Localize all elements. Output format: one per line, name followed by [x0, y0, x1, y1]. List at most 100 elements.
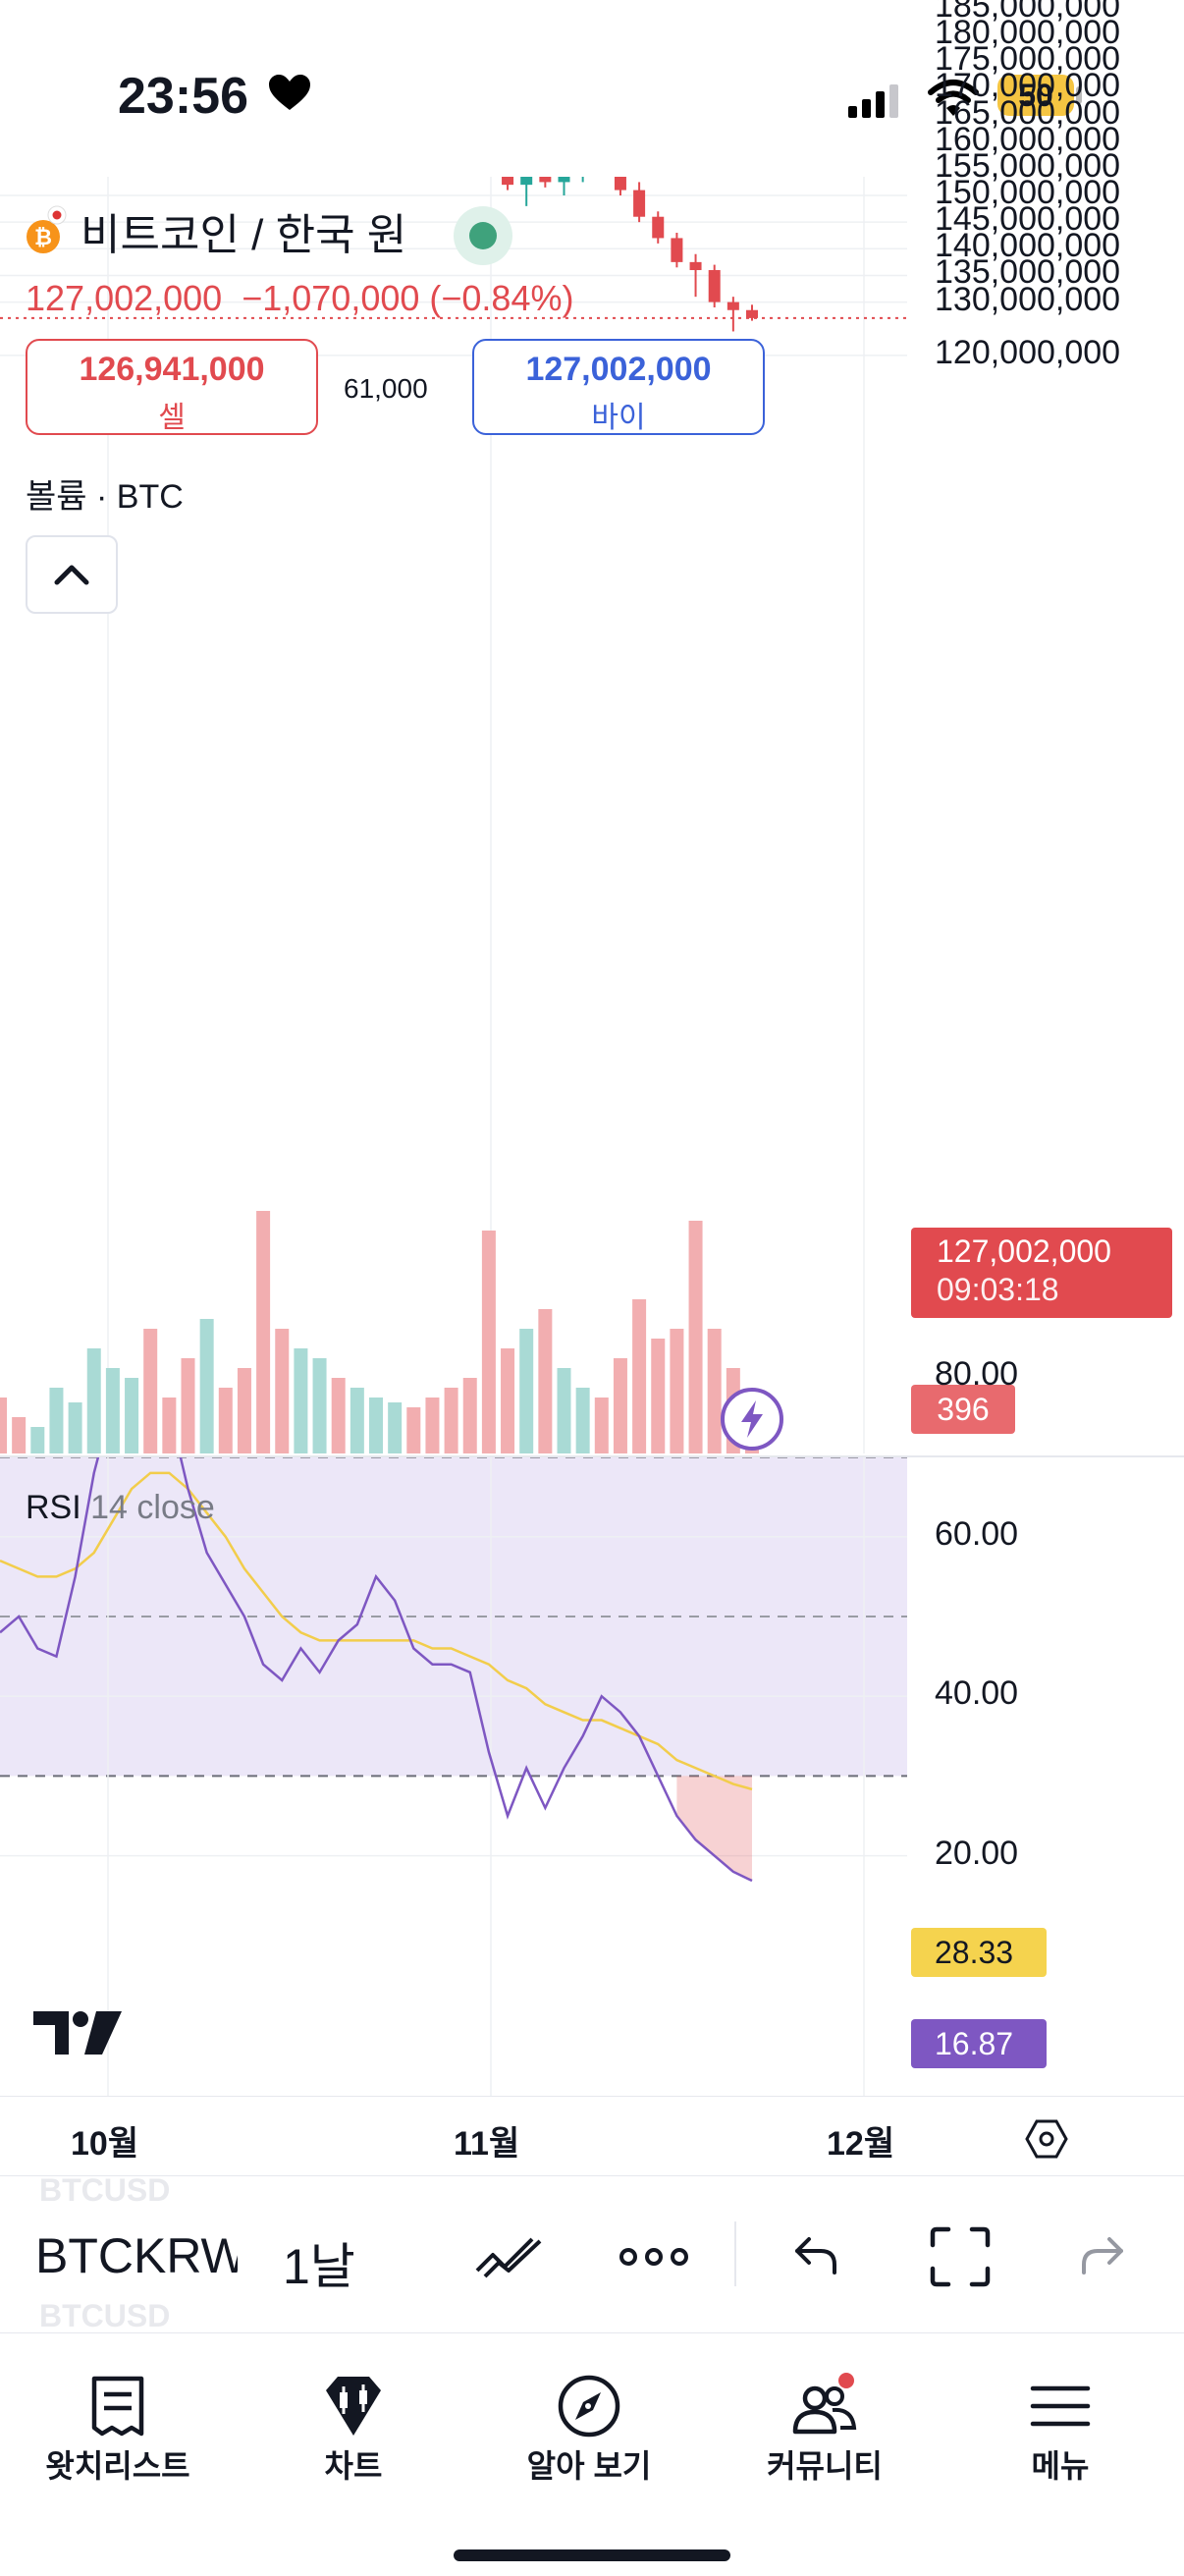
volume-bar	[199, 1319, 214, 1453]
volume-bar	[651, 1339, 666, 1453]
volume-bar	[444, 1388, 458, 1453]
rsi-value-tag: 16.87	[911, 2019, 1047, 2068]
volume-bar	[481, 1231, 496, 1453]
rsi-axis-label: 20.00	[935, 1834, 1019, 1872]
symbol-picker[interactable]: BTCKRW	[35, 2228, 238, 2283]
battery-tip	[1076, 86, 1082, 104]
fullscreen-icon[interactable]	[929, 2225, 992, 2288]
sell-button[interactable]: 126,941,000 셀	[26, 339, 318, 435]
interval-picker[interactable]: 1날	[283, 2239, 355, 2294]
more-options-icon[interactable]	[617, 2237, 691, 2276]
tradingview-logo[interactable]	[33, 2009, 126, 2056]
volume-bar	[613, 1358, 627, 1453]
volume-bar	[406, 1407, 421, 1453]
symbol-picker-next: BTCUSD	[39, 2298, 171, 2333]
page-title: 비트코인 / 한국 원	[81, 211, 407, 259]
rsi-params: 14 close	[90, 1489, 215, 1526]
price-change-line: 127,002,000 −1,070,000 (−0.84%)	[26, 278, 573, 319]
rsi-ma-line	[0, 1471, 753, 1791]
settings-hexagon-icon[interactable]	[1023, 2115, 1070, 2163]
battery-level: 50	[997, 75, 1074, 116]
volume-bar	[86, 1348, 101, 1453]
candle	[633, 182, 646, 223]
compass-icon	[558, 2375, 620, 2438]
volume-bar	[181, 1358, 195, 1453]
market-open-indicator	[454, 206, 512, 265]
volume-bar	[594, 1398, 609, 1453]
wifi-icon	[928, 80, 979, 116]
rsi-chart[interactable]	[0, 1457, 907, 2096]
volume-bar	[0, 1398, 7, 1453]
volume-bar	[68, 1402, 82, 1453]
price-axis-label: 170,000,000	[935, 67, 1121, 105]
candle	[614, 177, 626, 195]
volume-bar	[538, 1309, 553, 1453]
rsi-label: RSI	[26, 1489, 81, 1526]
pane-divider[interactable]	[0, 1455, 1184, 1457]
candle	[652, 211, 665, 244]
time-label-oct: 10월	[71, 2125, 139, 2163]
heart-icon	[269, 75, 310, 110]
lightning-icon[interactable]	[720, 1387, 784, 1452]
current-price-value: 127,002,000	[937, 1233, 1111, 1269]
volume-bar	[162, 1398, 177, 1453]
volume-bar	[519, 1329, 534, 1453]
community-icon	[792, 2373, 857, 2435]
candle-countdown: 09:03:18	[937, 1272, 1059, 1307]
symbol-title-row[interactable]: ₿ 비트코인 / 한국 원	[26, 201, 406, 260]
price-axis-label: 180,000,000	[935, 14, 1121, 52]
volume-bar	[30, 1427, 45, 1453]
volume-bar	[462, 1378, 477, 1453]
last-price: 127,002,000	[26, 278, 223, 318]
nav-chart-label: 차트	[324, 2448, 383, 2484]
price-axis-label: 165,000,000	[935, 93, 1121, 132]
chevron-up-icon	[54, 565, 89, 585]
price-axis-label: 120,000,000	[935, 333, 1121, 371]
volume-bar	[425, 1398, 440, 1453]
rsi-legend[interactable]: RSI 14 close	[26, 1489, 215, 1527]
candle	[746, 304, 758, 321]
collapse-legend-button[interactable]	[26, 535, 118, 614]
menu-icon	[1030, 2385, 1091, 2427]
candles	[502, 177, 758, 332]
candle	[558, 177, 570, 195]
undo-icon[interactable]	[791, 2231, 842, 2278]
nav-explore-label: 알아 보기	[526, 2448, 652, 2484]
watchlist-icon	[91, 2376, 144, 2437]
volume-bar	[557, 1368, 571, 1453]
volume-bars	[0, 1211, 759, 1453]
time-label-dec: 12월	[827, 2125, 895, 2163]
volume-bar	[632, 1299, 647, 1453]
buy-label: 바이	[591, 402, 646, 434]
rsi-oversold-fill	[676, 1776, 752, 1882]
nav-community-label: 커뮤니티	[767, 2448, 883, 2484]
candle	[539, 177, 552, 188]
rsi-axis-label: 60.00	[935, 1514, 1019, 1553]
redo-icon[interactable]	[1076, 2231, 1127, 2278]
price-axis-label: 175,000,000	[935, 40, 1121, 79]
volume-bar	[12, 1417, 27, 1453]
svg-text:₿: ₿	[34, 226, 52, 250]
nav-watchlist-label: 왓치리스트	[45, 2448, 190, 2484]
volume-bar	[369, 1398, 383, 1453]
candle	[671, 233, 683, 268]
volume-bar	[294, 1348, 308, 1453]
volume-bar	[688, 1221, 703, 1453]
current-price-tag: 127,002,000 09:03:18	[911, 1228, 1172, 1318]
volume-bar	[125, 1378, 139, 1453]
buy-button[interactable]: 127,002,000 바이	[472, 339, 765, 435]
volume-bar	[237, 1368, 251, 1453]
volume-bar	[312, 1358, 327, 1453]
chart-toolbar	[0, 2175, 1184, 2333]
drawing-tools-icon[interactable]	[473, 2227, 548, 2284]
volume-bar	[275, 1329, 290, 1453]
signal-icon	[848, 84, 898, 118]
candle	[689, 253, 702, 298]
price-axis-label: 155,000,000	[935, 146, 1121, 185]
volume-bar	[256, 1211, 271, 1453]
time-axis-divider	[0, 2096, 1184, 2097]
price-axis-label: 130,000,000	[935, 280, 1121, 318]
nav-menu-label: 메뉴	[1031, 2448, 1090, 2484]
rsi-ma-value-tag: 28.33	[911, 1928, 1047, 1977]
buy-price: 127,002,000	[525, 351, 712, 388]
